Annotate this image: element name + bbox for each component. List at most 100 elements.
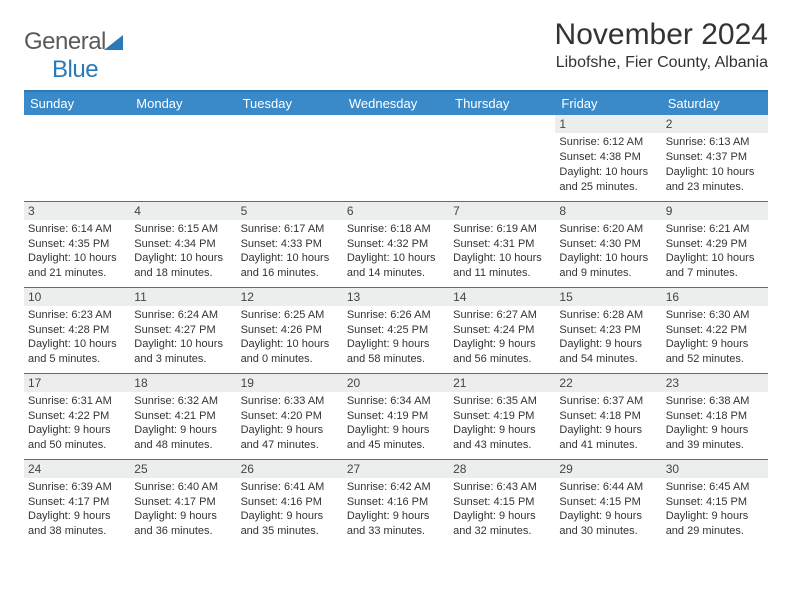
day-details: Sunrise: 6:14 AMSunset: 4:35 PMDaylight:… — [24, 220, 130, 285]
sunrise-text: Sunrise: 6:37 AM — [559, 394, 657, 409]
day-number: 28 — [449, 460, 555, 478]
sunset-text: Sunset: 4:22 PM — [666, 323, 764, 338]
sunset-text: Sunset: 4:18 PM — [666, 409, 764, 424]
day-number: 14 — [449, 288, 555, 306]
sunrise-text: Sunrise: 6:19 AM — [453, 222, 551, 237]
sunset-text: Sunset: 4:17 PM — [134, 495, 232, 510]
day-number: 21 — [449, 374, 555, 392]
daylight-text: Daylight: 10 hours and 25 minutes. — [559, 165, 657, 195]
day-details: Sunrise: 6:27 AMSunset: 4:24 PMDaylight:… — [449, 306, 555, 371]
weekday-header: Sunday — [24, 92, 130, 115]
calendar-day-cell: 13Sunrise: 6:26 AMSunset: 4:25 PMDayligh… — [343, 287, 449, 373]
day-number: 23 — [662, 374, 768, 392]
day-details: Sunrise: 6:20 AMSunset: 4:30 PMDaylight:… — [555, 220, 661, 285]
calendar-day-cell: 20Sunrise: 6:34 AMSunset: 4:19 PMDayligh… — [343, 373, 449, 459]
daylight-text: Daylight: 9 hours and 48 minutes. — [134, 423, 232, 453]
sunrise-text: Sunrise: 6:32 AM — [134, 394, 232, 409]
logo: General Blue — [24, 28, 126, 84]
calendar-day-cell: 11Sunrise: 6:24 AMSunset: 4:27 PMDayligh… — [130, 287, 236, 373]
day-number: 12 — [237, 288, 343, 306]
day-details: Sunrise: 6:17 AMSunset: 4:33 PMDaylight:… — [237, 220, 343, 285]
sunrise-text: Sunrise: 6:21 AM — [666, 222, 764, 237]
day-number: 5 — [237, 202, 343, 220]
sunset-text: Sunset: 4:24 PM — [453, 323, 551, 338]
day-number: 30 — [662, 460, 768, 478]
calendar-day-cell: 2Sunrise: 6:13 AMSunset: 4:37 PMDaylight… — [662, 115, 768, 201]
sunrise-text: Sunrise: 6:14 AM — [28, 222, 126, 237]
calendar-day-cell — [237, 115, 343, 201]
calendar-table: Sunday Monday Tuesday Wednesday Thursday… — [24, 92, 768, 545]
calendar-day-cell: 5Sunrise: 6:17 AMSunset: 4:33 PMDaylight… — [237, 201, 343, 287]
day-details: Sunrise: 6:35 AMSunset: 4:19 PMDaylight:… — [449, 392, 555, 457]
sunrise-text: Sunrise: 6:40 AM — [134, 480, 232, 495]
day-number: 15 — [555, 288, 661, 306]
sunset-text: Sunset: 4:18 PM — [559, 409, 657, 424]
calendar-day-cell: 8Sunrise: 6:20 AMSunset: 4:30 PMDaylight… — [555, 201, 661, 287]
day-number: 7 — [449, 202, 555, 220]
calendar-day-cell: 28Sunrise: 6:43 AMSunset: 4:15 PMDayligh… — [449, 459, 555, 545]
day-number: 26 — [237, 460, 343, 478]
calendar-day-cell: 17Sunrise: 6:31 AMSunset: 4:22 PMDayligh… — [24, 373, 130, 459]
daylight-text: Daylight: 9 hours and 36 minutes. — [134, 509, 232, 539]
sunrise-text: Sunrise: 6:31 AM — [28, 394, 126, 409]
daylight-text: Daylight: 10 hours and 11 minutes. — [453, 251, 551, 281]
day-number: 8 — [555, 202, 661, 220]
sunrise-text: Sunrise: 6:34 AM — [347, 394, 445, 409]
day-number: 16 — [662, 288, 768, 306]
daylight-text: Daylight: 9 hours and 33 minutes. — [347, 509, 445, 539]
day-details: Sunrise: 6:30 AMSunset: 4:22 PMDaylight:… — [662, 306, 768, 371]
daylight-text: Daylight: 9 hours and 47 minutes. — [241, 423, 339, 453]
day-details: Sunrise: 6:21 AMSunset: 4:29 PMDaylight:… — [662, 220, 768, 285]
calendar-day-cell — [343, 115, 449, 201]
daylight-text: Daylight: 9 hours and 45 minutes. — [347, 423, 445, 453]
sunrise-text: Sunrise: 6:43 AM — [453, 480, 551, 495]
sunset-text: Sunset: 4:19 PM — [453, 409, 551, 424]
calendar-day-cell: 3Sunrise: 6:14 AMSunset: 4:35 PMDaylight… — [24, 201, 130, 287]
sunrise-text: Sunrise: 6:33 AM — [241, 394, 339, 409]
sunrise-text: Sunrise: 6:25 AM — [241, 308, 339, 323]
title-block: November 2024 Libofshe, Fier County, Alb… — [555, 18, 768, 72]
day-details: Sunrise: 6:19 AMSunset: 4:31 PMDaylight:… — [449, 220, 555, 285]
calendar-day-cell — [24, 115, 130, 201]
sunrise-text: Sunrise: 6:17 AM — [241, 222, 339, 237]
sunrise-text: Sunrise: 6:13 AM — [666, 135, 764, 150]
calendar-week-row: 24Sunrise: 6:39 AMSunset: 4:17 PMDayligh… — [24, 459, 768, 545]
daylight-text: Daylight: 10 hours and 5 minutes. — [28, 337, 126, 367]
sunrise-text: Sunrise: 6:38 AM — [666, 394, 764, 409]
sunrise-text: Sunrise: 6:12 AM — [559, 135, 657, 150]
day-details: Sunrise: 6:25 AMSunset: 4:26 PMDaylight:… — [237, 306, 343, 371]
sunrise-text: Sunrise: 6:42 AM — [347, 480, 445, 495]
day-details: Sunrise: 6:42 AMSunset: 4:16 PMDaylight:… — [343, 478, 449, 543]
day-details — [130, 133, 236, 139]
daylight-text: Daylight: 10 hours and 23 minutes. — [666, 165, 764, 195]
daylight-text: Daylight: 9 hours and 54 minutes. — [559, 337, 657, 367]
sunset-text: Sunset: 4:38 PM — [559, 150, 657, 165]
sunrise-text: Sunrise: 6:35 AM — [453, 394, 551, 409]
daylight-text: Daylight: 9 hours and 39 minutes. — [666, 423, 764, 453]
sunrise-text: Sunrise: 6:15 AM — [134, 222, 232, 237]
sunset-text: Sunset: 4:15 PM — [666, 495, 764, 510]
sunrise-text: Sunrise: 6:28 AM — [559, 308, 657, 323]
sunset-text: Sunset: 4:25 PM — [347, 323, 445, 338]
calendar-day-cell: 25Sunrise: 6:40 AMSunset: 4:17 PMDayligh… — [130, 459, 236, 545]
day-number: 24 — [24, 460, 130, 478]
day-number: 17 — [24, 374, 130, 392]
day-details: Sunrise: 6:24 AMSunset: 4:27 PMDaylight:… — [130, 306, 236, 371]
sunset-text: Sunset: 4:15 PM — [559, 495, 657, 510]
day-number: 13 — [343, 288, 449, 306]
location-subtitle: Libofshe, Fier County, Albania — [555, 54, 768, 72]
calendar-day-cell: 10Sunrise: 6:23 AMSunset: 4:28 PMDayligh… — [24, 287, 130, 373]
daylight-text: Daylight: 9 hours and 41 minutes. — [559, 423, 657, 453]
daylight-text: Daylight: 10 hours and 14 minutes. — [347, 251, 445, 281]
day-details — [343, 133, 449, 139]
daylight-text: Daylight: 9 hours and 43 minutes. — [453, 423, 551, 453]
sunrise-text: Sunrise: 6:18 AM — [347, 222, 445, 237]
calendar-week-row: 3Sunrise: 6:14 AMSunset: 4:35 PMDaylight… — [24, 201, 768, 287]
day-number: 22 — [555, 374, 661, 392]
sunrise-text: Sunrise: 6:20 AM — [559, 222, 657, 237]
sunset-text: Sunset: 4:28 PM — [28, 323, 126, 338]
sunset-text: Sunset: 4:27 PM — [134, 323, 232, 338]
calendar-day-cell: 16Sunrise: 6:30 AMSunset: 4:22 PMDayligh… — [662, 287, 768, 373]
day-details: Sunrise: 6:45 AMSunset: 4:15 PMDaylight:… — [662, 478, 768, 543]
day-details — [24, 133, 130, 139]
